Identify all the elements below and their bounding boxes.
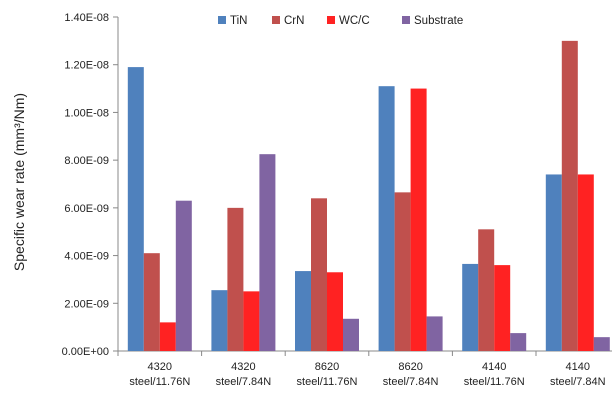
bar-wc-c xyxy=(327,272,343,351)
x-tick-label: 4320 xyxy=(148,361,172,373)
bars xyxy=(127,40,610,352)
x-tick-label: 4140 xyxy=(482,361,506,373)
legend-label: CrN xyxy=(284,15,304,27)
x-tick-label: steel/7.84N xyxy=(550,376,606,388)
y-tick-label: 0.00E+00 xyxy=(62,346,109,358)
bar-wc-c xyxy=(577,174,594,351)
x-tick-label: steel/11.76N xyxy=(297,376,358,388)
bar-tin xyxy=(211,290,228,351)
legend-swatch xyxy=(272,16,280,24)
bar-substrate xyxy=(510,333,527,351)
bar-crn xyxy=(311,198,327,351)
bar-wc-c xyxy=(243,291,260,351)
legend: TiN CrN WC/C Substrate xyxy=(218,15,463,27)
bar-wc-c xyxy=(410,88,427,352)
legend-swatch xyxy=(402,16,410,24)
legend-swatch xyxy=(327,16,335,24)
bar-crn xyxy=(394,192,411,351)
y-axis: 0.00E+00 2.00E-09 4.00E-09 6.00E-09 8.00E-09… xyxy=(62,12,119,358)
bar-substrate xyxy=(343,318,359,351)
y-tick-label: 1.00E-08 xyxy=(64,107,109,119)
y-tick-label: 1.40E-08 xyxy=(64,12,109,24)
x-tick-label: 4140 xyxy=(566,361,590,373)
x-tick-label: 4320 xyxy=(231,361,255,373)
bar-substrate xyxy=(175,200,192,351)
x-tick-label: 8620 xyxy=(398,361,422,373)
legend-label: Substrate xyxy=(414,15,463,27)
bar-tin xyxy=(545,174,562,351)
bar-tin xyxy=(378,86,395,351)
bar-crn xyxy=(478,229,495,351)
y-axis-title: Specific wear rate (mm³/Nm) xyxy=(11,93,27,271)
bar-crn xyxy=(561,40,578,351)
x-tick-label: steel/7.84N xyxy=(216,376,272,388)
y-tick-label: 1.20E-08 xyxy=(64,60,109,72)
bar-tin xyxy=(295,271,311,351)
bar-wc-c xyxy=(159,322,176,351)
y-tick-label: 6.00E-09 xyxy=(64,203,109,215)
y-tick-label: 2.00E-09 xyxy=(64,298,109,310)
x-tick-label: steel/7.84N xyxy=(383,376,439,388)
y-tick-label: 4.00E-09 xyxy=(64,251,109,263)
legend-label: WC/C xyxy=(339,15,370,27)
bar-wc-c xyxy=(494,265,511,351)
legend-swatch xyxy=(218,16,226,24)
bar-tin xyxy=(462,263,479,351)
bar-substrate xyxy=(259,154,276,351)
x-axis: 4320 steel/11.76N 4320 steel/7.84N 8620 steel… xyxy=(117,350,612,388)
y-tick-label: 8.00E-09 xyxy=(64,155,109,167)
bar-crn xyxy=(143,253,160,351)
x-tick-label: steel/11.76N xyxy=(464,376,525,388)
bar-substrate xyxy=(593,337,610,351)
bar-crn xyxy=(227,207,244,351)
bar-tin xyxy=(127,67,144,351)
bar-substrate xyxy=(426,316,443,351)
x-tick-label: 8620 xyxy=(315,361,339,373)
x-tick-label: steel/11.76N xyxy=(129,376,190,388)
legend-label: TiN xyxy=(230,15,247,27)
